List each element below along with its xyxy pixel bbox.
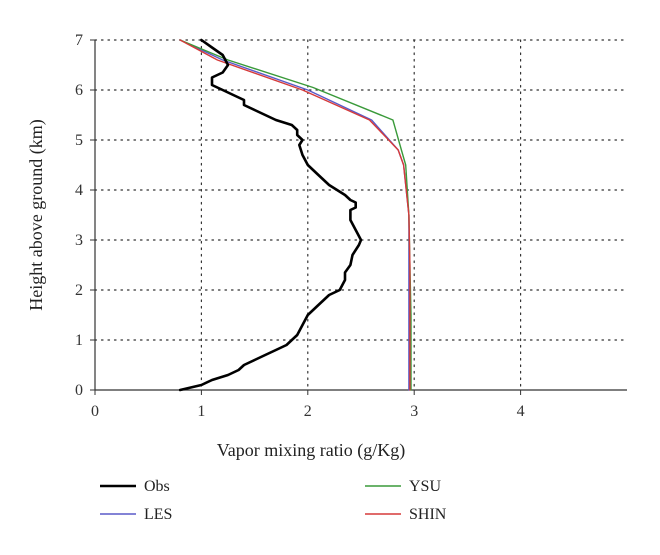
legend-label-shin: SHIN: [409, 506, 447, 523]
y-tick-label: 5: [75, 132, 83, 149]
y-tick-label: 4: [75, 182, 83, 199]
x-tick-label: 4: [517, 403, 525, 420]
y-tick-label: 6: [75, 82, 83, 99]
legend: Obs YSU LES SHIN: [100, 478, 447, 523]
series-line-obs: [178, 38, 363, 392]
x-tick-label: 0: [91, 403, 99, 420]
y-tick-label: 7: [75, 32, 83, 49]
y-tick-label: 3: [75, 232, 83, 249]
series-line-shin: [179, 39, 411, 391]
x-tick-label: 2: [304, 403, 312, 420]
y-tick-label: 1: [75, 332, 83, 349]
series-lines: [178, 38, 412, 392]
axes: [90, 39, 627, 395]
x-axis-title: Vapor mixing ratio (g/Kg): [217, 440, 405, 461]
grid-lines: [94, 39, 628, 391]
y-tick-label: 2: [75, 282, 83, 299]
y-tick-label: 0: [75, 382, 83, 399]
x-tick-label: 1: [197, 403, 205, 420]
legend-label-obs: Obs: [144, 478, 170, 495]
legend-label-les: LES: [144, 506, 172, 523]
y-axis-title: Height above ground (km): [26, 119, 47, 310]
x-tick-label: 3: [410, 403, 418, 420]
tick-labels: 0 1 2 3 4 0 1 2 3 4 5 6 7: [75, 32, 525, 420]
legend-label-ysu: YSU: [409, 478, 441, 495]
